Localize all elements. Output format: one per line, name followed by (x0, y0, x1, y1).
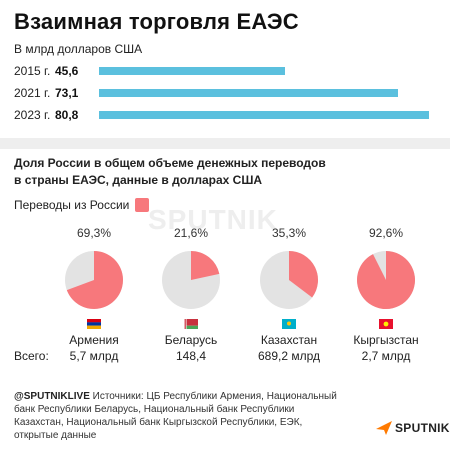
country-label-kazakhstan: Казахстан (260, 333, 318, 347)
trade-unit-label: В млрд долларов США (14, 42, 143, 56)
pct-label-belarus: 21,6% (173, 226, 209, 240)
flag-belarus-icon (184, 319, 198, 329)
bar-year-label: 2015 г. (14, 64, 51, 78)
flag-armenia-icon (87, 319, 101, 329)
pie-kyrgyzstan (357, 251, 416, 309)
trade-bar (99, 111, 429, 119)
watermark-logo: SPUTNIK (148, 204, 278, 235)
bar-row-2021: 2021 г. 73,1 (14, 85, 398, 101)
footer-handle[interactable]: @SPUTNIKLIVE (14, 391, 90, 402)
bar-value-label: 45,6 (55, 64, 79, 78)
source-footer: @SPUTNIKLIVE Источники: ЦБ Республики Ар… (14, 390, 344, 442)
pie-kazakhstan (260, 251, 319, 309)
pie-russia-slice (66, 251, 123, 309)
pct-label-kazakhstan: 35,3% (271, 226, 307, 240)
country-label-kyrgyzstan: Кыргызстан (353, 333, 419, 347)
pct-label-armenia: 69,3% (76, 226, 112, 240)
total-label: Всего: (14, 349, 49, 363)
sputnik-logo-icon (376, 421, 392, 435)
remittance-heading: Доля России в общем объеме денежных пере… (14, 155, 326, 189)
pct-label-kyrgyzstan: 92,6% (368, 226, 404, 240)
trade-bar (99, 67, 286, 75)
trade-bar (99, 89, 398, 97)
brand-logo: SPUTNIK (376, 421, 450, 435)
legend-swatch-russia (135, 198, 150, 212)
flag-kazakhstan-icon (282, 319, 296, 329)
remittance-heading-line2: в страны ЕАЭС, данные в долларах США (14, 173, 263, 187)
footer-sources: Источники: ЦБ Республики Армения, Национ… (14, 391, 337, 441)
bar-year-label: 2021 г. (14, 86, 51, 100)
total-armenia: 5,7 млрд (69, 349, 119, 363)
section-divider (0, 138, 450, 149)
brand-name: SPUTNIK (395, 421, 450, 435)
pie-russia-slice (289, 251, 319, 298)
bar-year-label: 2023 г. (14, 108, 51, 122)
bar-value-label: 73,1 (55, 86, 79, 100)
remittance-heading-line1: Доля России в общем объеме денежных пере… (14, 156, 326, 170)
total-kyrgyzstan: 2,7 млрд (361, 349, 411, 363)
legend-label: Переводы из России (14, 198, 130, 212)
bar-row-2023: 2023 г. 80,8 (14, 107, 429, 123)
country-label-armenia: Армения (69, 333, 119, 347)
bar-value-label: 80,8 (55, 108, 79, 122)
pie-armenia (65, 251, 123, 309)
pie-russia-slice (357, 251, 416, 309)
pie-belarus (162, 251, 220, 309)
total-belarus: 148,4 (175, 349, 207, 363)
total-kazakhstan: 689,2 млрд (257, 349, 320, 363)
legend: Переводы из России (14, 198, 150, 212)
bar-row-2015: 2015 г. 45,6 (14, 63, 286, 79)
flag-kyrgyzstan-icon (379, 319, 393, 329)
country-label-belarus: Беларусь (164, 333, 218, 347)
chart-title: Взаимная торговля ЕАЭС (14, 9, 299, 34)
pie-russia-slice (191, 251, 220, 280)
